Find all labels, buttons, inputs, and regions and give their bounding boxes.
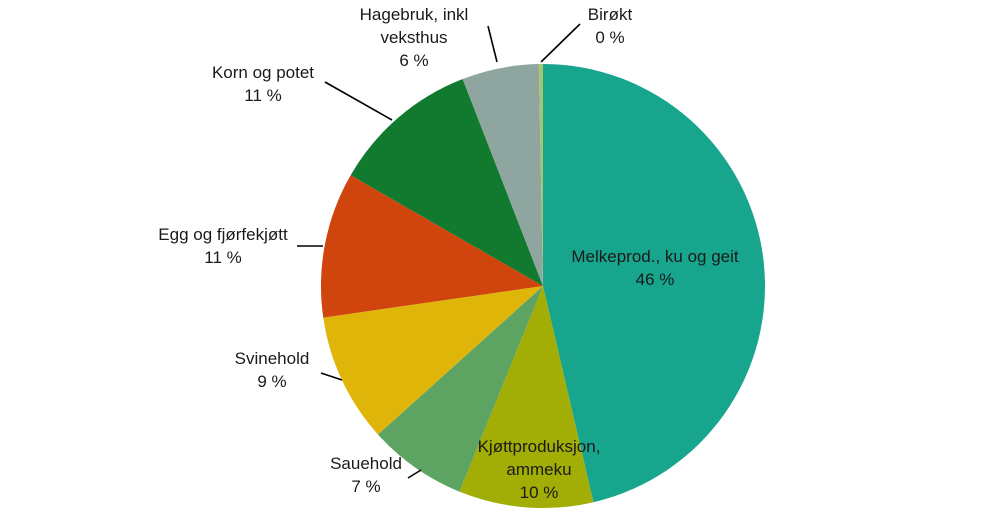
slice-name-label: Korn og potet (212, 63, 314, 82)
pie-slice (543, 64, 765, 503)
pie-slice (321, 175, 543, 318)
leader-line (487, 25, 498, 63)
leader-line (320, 372, 343, 381)
slice-name-label: Egg og fjørfekjøtt (158, 225, 288, 244)
slice-percent-label: 7 % (351, 477, 380, 496)
slice-labels: Melkeprod., ku og geit 46 % Kjøttproduksjo… (158, 5, 739, 502)
leader-line (324, 81, 393, 121)
slice-name-label: Melkeprod., ku og geit (571, 247, 739, 266)
slice-percent-label: 0 % (595, 28, 624, 47)
slice-name-label: Birøkt (588, 5, 633, 24)
slice-percent-label: 6 % (399, 51, 428, 70)
pie-slice (538, 64, 543, 286)
slice-name-label: veksthus (380, 28, 447, 47)
slice-name-label: Kjøttproduksjon, (478, 437, 601, 456)
pie-slice (350, 79, 543, 286)
slice-percent-label: 9 % (257, 372, 286, 391)
slice-percent-label: 10 % (520, 483, 559, 502)
leader-line (407, 469, 422, 479)
slice-percent-label: 11 % (244, 86, 282, 105)
pie-slice (323, 286, 543, 435)
leader-lines (297, 23, 581, 479)
pie-slice (459, 286, 594, 508)
slice-name-label: ammeku (506, 460, 571, 479)
pie-slice (377, 286, 543, 492)
slice-name-label: Svinehold (235, 349, 310, 368)
slice-name-label: Sauehold (330, 454, 402, 473)
slice-percent-label: 11 % (204, 248, 242, 267)
leader-line (540, 23, 581, 63)
slice-percent-label: 46 % (636, 270, 675, 289)
pie-slice (462, 64, 543, 286)
pie-slices (321, 64, 765, 508)
slice-name-label: Hagebruk, inkl (360, 5, 469, 24)
